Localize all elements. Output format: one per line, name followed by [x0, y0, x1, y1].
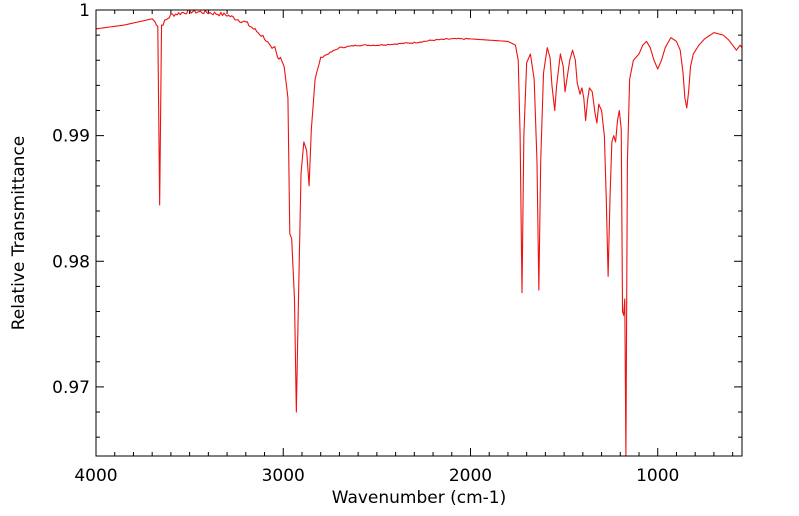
- plot-background: [96, 10, 742, 456]
- x-tick-label: 3000: [262, 466, 305, 486]
- spectrum-line: [95, 9, 743, 457]
- y-axis-label: Relative Transmittance: [9, 136, 29, 331]
- x-axis-label: Wavenumber (cm-1): [332, 488, 507, 508]
- y-tick-label: 0.97: [52, 378, 90, 398]
- y-tick-label: 0.99: [52, 127, 90, 147]
- x-tick-label: 2000: [449, 466, 492, 486]
- tick-labels: 4000 3000 2000 1000 1 0.99 0.98 0.97: [52, 1, 679, 486]
- y-tick-label: 1: [79, 1, 90, 21]
- plot-frame: [95, 9, 743, 457]
- y-tick-label: 0.98: [52, 252, 90, 272]
- x-tick-label: 4000: [74, 466, 117, 486]
- series-group: [95, 9, 743, 457]
- x-tick-label: 1000: [636, 466, 679, 486]
